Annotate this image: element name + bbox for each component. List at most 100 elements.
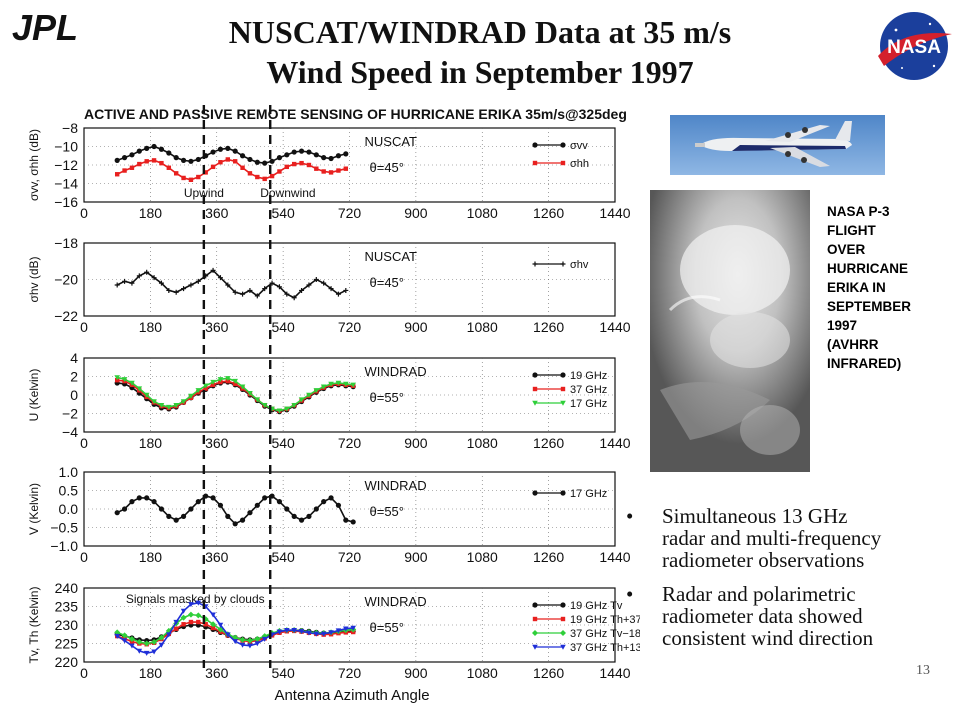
- data-point: [284, 406, 290, 412]
- instrument-label: NUSCAT: [365, 134, 418, 149]
- data-point: [239, 384, 246, 390]
- data-point: [187, 611, 194, 618]
- legend-marker: [532, 386, 538, 392]
- x-tick-label: 1440: [599, 665, 630, 681]
- data-point: [121, 638, 128, 644]
- legend-marker: [560, 261, 566, 267]
- data-point: [121, 632, 128, 639]
- data-point: [188, 177, 194, 182]
- data-point: [247, 390, 253, 396]
- x-tick-label: 1440: [599, 319, 630, 335]
- data-point: [188, 506, 194, 512]
- data-point: [166, 404, 172, 410]
- data-point: [195, 388, 202, 394]
- y-tick-label: −18: [54, 235, 78, 251]
- data-point: [144, 145, 150, 151]
- x-tick-label: 180: [139, 665, 163, 681]
- data-point: [306, 630, 312, 636]
- legend-label: σhh: [570, 158, 589, 170]
- data-point: [136, 148, 142, 154]
- data-point: [240, 291, 246, 297]
- y-tick-label: 235: [55, 599, 79, 615]
- data-point: [298, 148, 305, 154]
- y-tick-label: 240: [55, 580, 79, 596]
- data-point: [143, 392, 150, 398]
- data-point: [269, 280, 275, 286]
- data-point: [284, 152, 290, 158]
- slide-title-line-1: NUSCAT/WINDRAD Data at 35 m/s: [228, 14, 732, 50]
- data-point: [225, 145, 231, 151]
- data-point: [255, 174, 260, 180]
- data-point: [343, 626, 349, 632]
- y-tick-label: 0.5: [59, 483, 79, 499]
- x-tick-label: 1260: [533, 205, 564, 221]
- bullet-line: radar and multi-frequency: [662, 526, 882, 550]
- data-point: [180, 399, 187, 405]
- data-point: [181, 622, 186, 627]
- x-tick-label: 1260: [533, 435, 564, 451]
- x-tick-label: 360: [205, 319, 229, 335]
- data-point: [180, 513, 187, 520]
- data-point: [143, 650, 150, 656]
- panels-group: 0 180 360 540 720 900 1080 1260 1440 −8 −10 −12 −14 −…: [27, 120, 640, 681]
- x-tick-label: 540: [271, 319, 295, 335]
- x-tick-label: 0: [80, 665, 88, 681]
- data-point: [239, 642, 246, 648]
- data-point: [291, 161, 297, 167]
- legend-marker: [532, 616, 538, 622]
- data-point: [328, 286, 334, 292]
- data-point: [269, 173, 275, 179]
- x-tick-label: 1260: [533, 665, 564, 681]
- y-tick-label: −4: [62, 424, 78, 440]
- data-point: [320, 631, 327, 637]
- data-point: [210, 149, 216, 155]
- legend-label: σhv: [570, 259, 589, 271]
- legend-marker: [560, 602, 566, 608]
- data-point: [121, 377, 128, 383]
- data-point: [195, 612, 202, 619]
- slide-title: NUSCAT/WINDRAD Data at 35 m/s Wind Speed…: [120, 12, 840, 92]
- data-point: [335, 291, 341, 297]
- data-point: [121, 155, 128, 161]
- x-tick-label: 900: [404, 549, 428, 565]
- data-point: [328, 381, 334, 387]
- data-point: [350, 625, 356, 631]
- y-axis-label: Tv, Th (Kelvin): [27, 587, 41, 664]
- data-point: [188, 158, 194, 164]
- data-point: [128, 636, 135, 643]
- data-point: [181, 175, 186, 181]
- legend-label: 19 GHz Th+37: [570, 614, 640, 626]
- data-point: [173, 289, 179, 295]
- y-tick-label: 220: [55, 654, 79, 670]
- legend-marker: [532, 142, 538, 148]
- y-axis-label: U (Kelvin): [27, 369, 41, 422]
- caption-line: INFRARED): [827, 356, 902, 371]
- angle-label: θ=55°: [370, 390, 404, 405]
- data-point: [129, 643, 135, 649]
- data-point: [291, 149, 297, 155]
- data-point: [343, 151, 349, 157]
- data-point: [203, 622, 208, 627]
- nasa-logo-text: NASA: [887, 37, 941, 58]
- data-point: [328, 495, 334, 501]
- data-point: [137, 161, 142, 167]
- data-point: [299, 287, 305, 293]
- data-point: [343, 517, 349, 523]
- y-tick-label: −12: [54, 157, 78, 173]
- data-point: [306, 149, 312, 155]
- panel-2: 0 180 360 540 720 900 1080 1260 1440 −18 −20 −22 σhv…: [27, 235, 631, 335]
- data-point: [276, 284, 282, 290]
- data-point: [129, 499, 135, 505]
- bullet-line: radiometer observations: [662, 548, 865, 572]
- data-point: [232, 159, 238, 164]
- data-point: [320, 384, 327, 390]
- y-tick-label: −8: [62, 120, 78, 136]
- data-point: [158, 642, 165, 648]
- data-point: [225, 513, 231, 520]
- data-point: [217, 275, 223, 281]
- bullet-line: Simultaneous 13 GHz: [662, 504, 848, 528]
- instrument-label: WINDRAD: [365, 364, 427, 379]
- data-point: [232, 148, 238, 154]
- legend-marker: [560, 400, 566, 406]
- data-point: [114, 282, 120, 288]
